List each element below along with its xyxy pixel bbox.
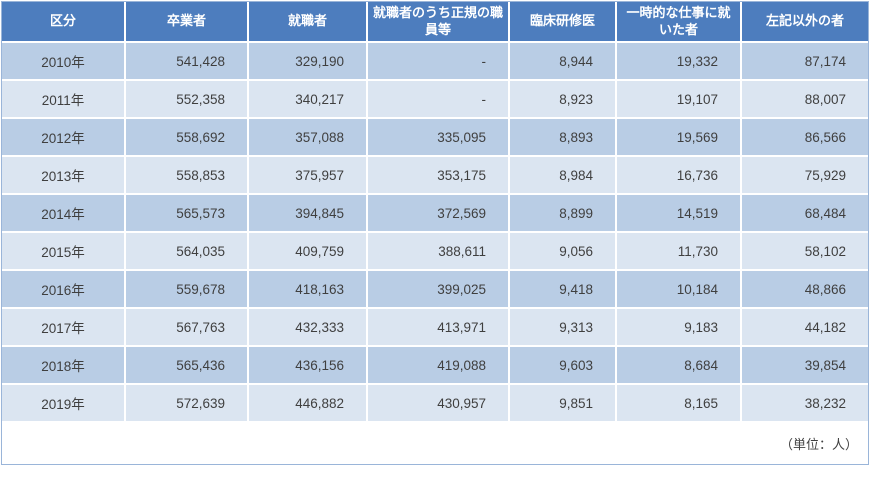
value-cell: 9,851 [509,384,617,423]
value-cell: 8,923 [509,80,617,119]
value-cell: 87,174 [741,42,868,81]
value-cell: 394,845 [248,194,368,233]
value-cell: 541,428 [125,42,249,81]
year-cell: 2015年 [2,232,126,271]
value-cell: 9,056 [509,232,617,271]
year-cell: 2014年 [2,194,126,233]
column-header-employed: 就職者 [248,2,368,43]
value-cell: 16,736 [616,156,742,195]
value-cell: 19,569 [616,118,742,157]
value-cell: 68,484 [741,194,868,233]
year-cell: 2010年 [2,42,126,81]
value-cell: 14,519 [616,194,742,233]
value-cell: 558,692 [125,118,249,157]
value-cell: 58,102 [741,232,868,271]
value-cell: 19,332 [616,42,742,81]
year-cell: 2012年 [2,118,126,157]
table-row: 2012年 558,692 357,088 335,095 8,893 19,569 86,… [2,118,868,157]
value-cell: 418,163 [248,270,368,309]
column-header-regular-staff: 就職者のうち正規の職員等 [367,2,510,43]
value-cell: 19,107 [616,80,742,119]
value-cell: 75,929 [741,156,868,195]
value-cell: 8,984 [509,156,617,195]
value-cell: 8,165 [616,384,742,423]
table-row: 2016年 559,678 418,163 399,025 9,418 10,184 48,… [2,270,868,309]
table-body: 2010年 541,428 329,190-8,944 19,332 87,174 201… [2,42,868,423]
value-cell: 564,035 [125,232,249,271]
value-cell: - [367,80,510,119]
value-cell: 329,190 [248,42,368,81]
value-cell: 432,333 [248,308,368,347]
value-cell: 11,730 [616,232,742,271]
value-cell: 565,436 [125,346,249,385]
value-cell: 340,217 [248,80,368,119]
value-cell: 88,007 [741,80,868,119]
value-cell: 572,639 [125,384,249,423]
value-cell: 8,684 [616,346,742,385]
value-cell: 357,088 [248,118,368,157]
value-cell: 8,944 [509,42,617,81]
year-cell: 2018年 [2,346,126,385]
value-cell: 552,358 [125,80,249,119]
value-cell: 9,418 [509,270,617,309]
value-cell: 399,025 [367,270,510,309]
value-cell: 446,882 [248,384,368,423]
column-header-clinical-residents: 臨床研修医 [509,2,617,43]
table-row: 2015年 564,035 409,759 388,611 9,056 11,730 58,… [2,232,868,271]
graduates-employment-table: 区分 卒業者 就職者 就職者のうち正規の職員等 臨床研修医 一時的な仕事に就いた… [2,2,868,464]
value-cell: 335,095 [367,118,510,157]
year-cell: 2016年 [2,270,126,309]
value-cell: 388,611 [367,232,510,271]
value-cell: 413,971 [367,308,510,347]
value-cell: 372,569 [367,194,510,233]
column-header-others: 左記以外の者 [741,2,868,43]
table-row: 2018年 565,436 436,156 419,088 9,603 8,684 39,8… [2,346,868,385]
value-cell: 409,759 [248,232,368,271]
value-cell: 39,854 [741,346,868,385]
value-cell: 38,232 [741,384,868,423]
value-cell: 9,603 [509,346,617,385]
column-header-graduates: 卒業者 [125,2,249,43]
value-cell: 8,899 [509,194,617,233]
column-header-temporary-work: 一時的な仕事に就いた者 [616,2,742,43]
table-row: 2017年 567,763 432,333 413,971 9,313 9,183 44,1… [2,308,868,347]
year-cell: 2013年 [2,156,126,195]
table-row: 2013年 558,853 375,957 353,175 8,984 16,736 75,… [2,156,868,195]
year-cell: 2019年 [2,384,126,423]
value-cell: 48,866 [741,270,868,309]
value-cell: 430,957 [367,384,510,423]
value-cell: 375,957 [248,156,368,195]
table-footer: （単位：人） [2,422,868,464]
value-cell: 436,156 [248,346,368,385]
column-header-category: 区分 [2,2,126,43]
value-cell: 419,088 [367,346,510,385]
table-row: 2010年 541,428 329,190-8,944 19,332 87,174 [2,42,868,81]
value-cell: 559,678 [125,270,249,309]
value-cell: 558,853 [125,156,249,195]
value-cell: 565,573 [125,194,249,233]
table-row: 2014年 565,573 394,845 372,569 8,899 14,519 68,… [2,194,868,233]
year-cell: 2011年 [2,80,126,119]
value-cell: 9,313 [509,308,617,347]
value-cell: 44,182 [741,308,868,347]
statistics-table-container: 区分 卒業者 就職者 就職者のうち正規の職員等 臨床研修医 一時的な仕事に就いた… [1,1,869,465]
unit-note: （単位：人） [2,422,868,464]
value-cell: 567,763 [125,308,249,347]
value-cell: 8,893 [509,118,617,157]
table-header-row: 区分 卒業者 就職者 就職者のうち正規の職員等 臨床研修医 一時的な仕事に就いた… [2,2,868,43]
value-cell: 10,184 [616,270,742,309]
value-cell: 9,183 [616,308,742,347]
table-row: 2019年 572,639 446,882 430,957 9,851 8,165 38,2… [2,384,868,423]
table-row: 2011年 552,358 340,217-8,923 19,107 88,007 [2,80,868,119]
value-cell: 86,566 [741,118,868,157]
value-cell: 353,175 [367,156,510,195]
year-cell: 2017年 [2,308,126,347]
value-cell: - [367,42,510,81]
